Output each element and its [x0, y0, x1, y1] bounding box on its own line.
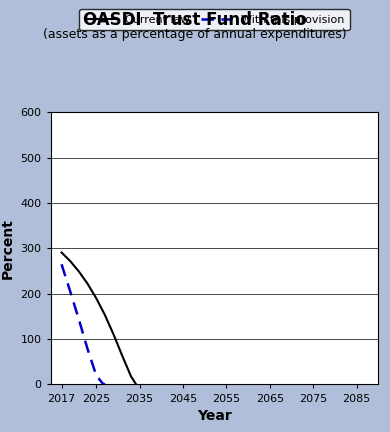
X-axis label: Year: Year — [197, 409, 232, 423]
Y-axis label: Percent: Percent — [1, 218, 15, 279]
Legend: Current law, With this provision: Current law, With this provision — [80, 9, 349, 30]
Text: OASDI  Trust Fund Ratio: OASDI Trust Fund Ratio — [83, 11, 307, 29]
Text: (assets as a percentage of annual expenditures): (assets as a percentage of annual expend… — [43, 28, 347, 41]
